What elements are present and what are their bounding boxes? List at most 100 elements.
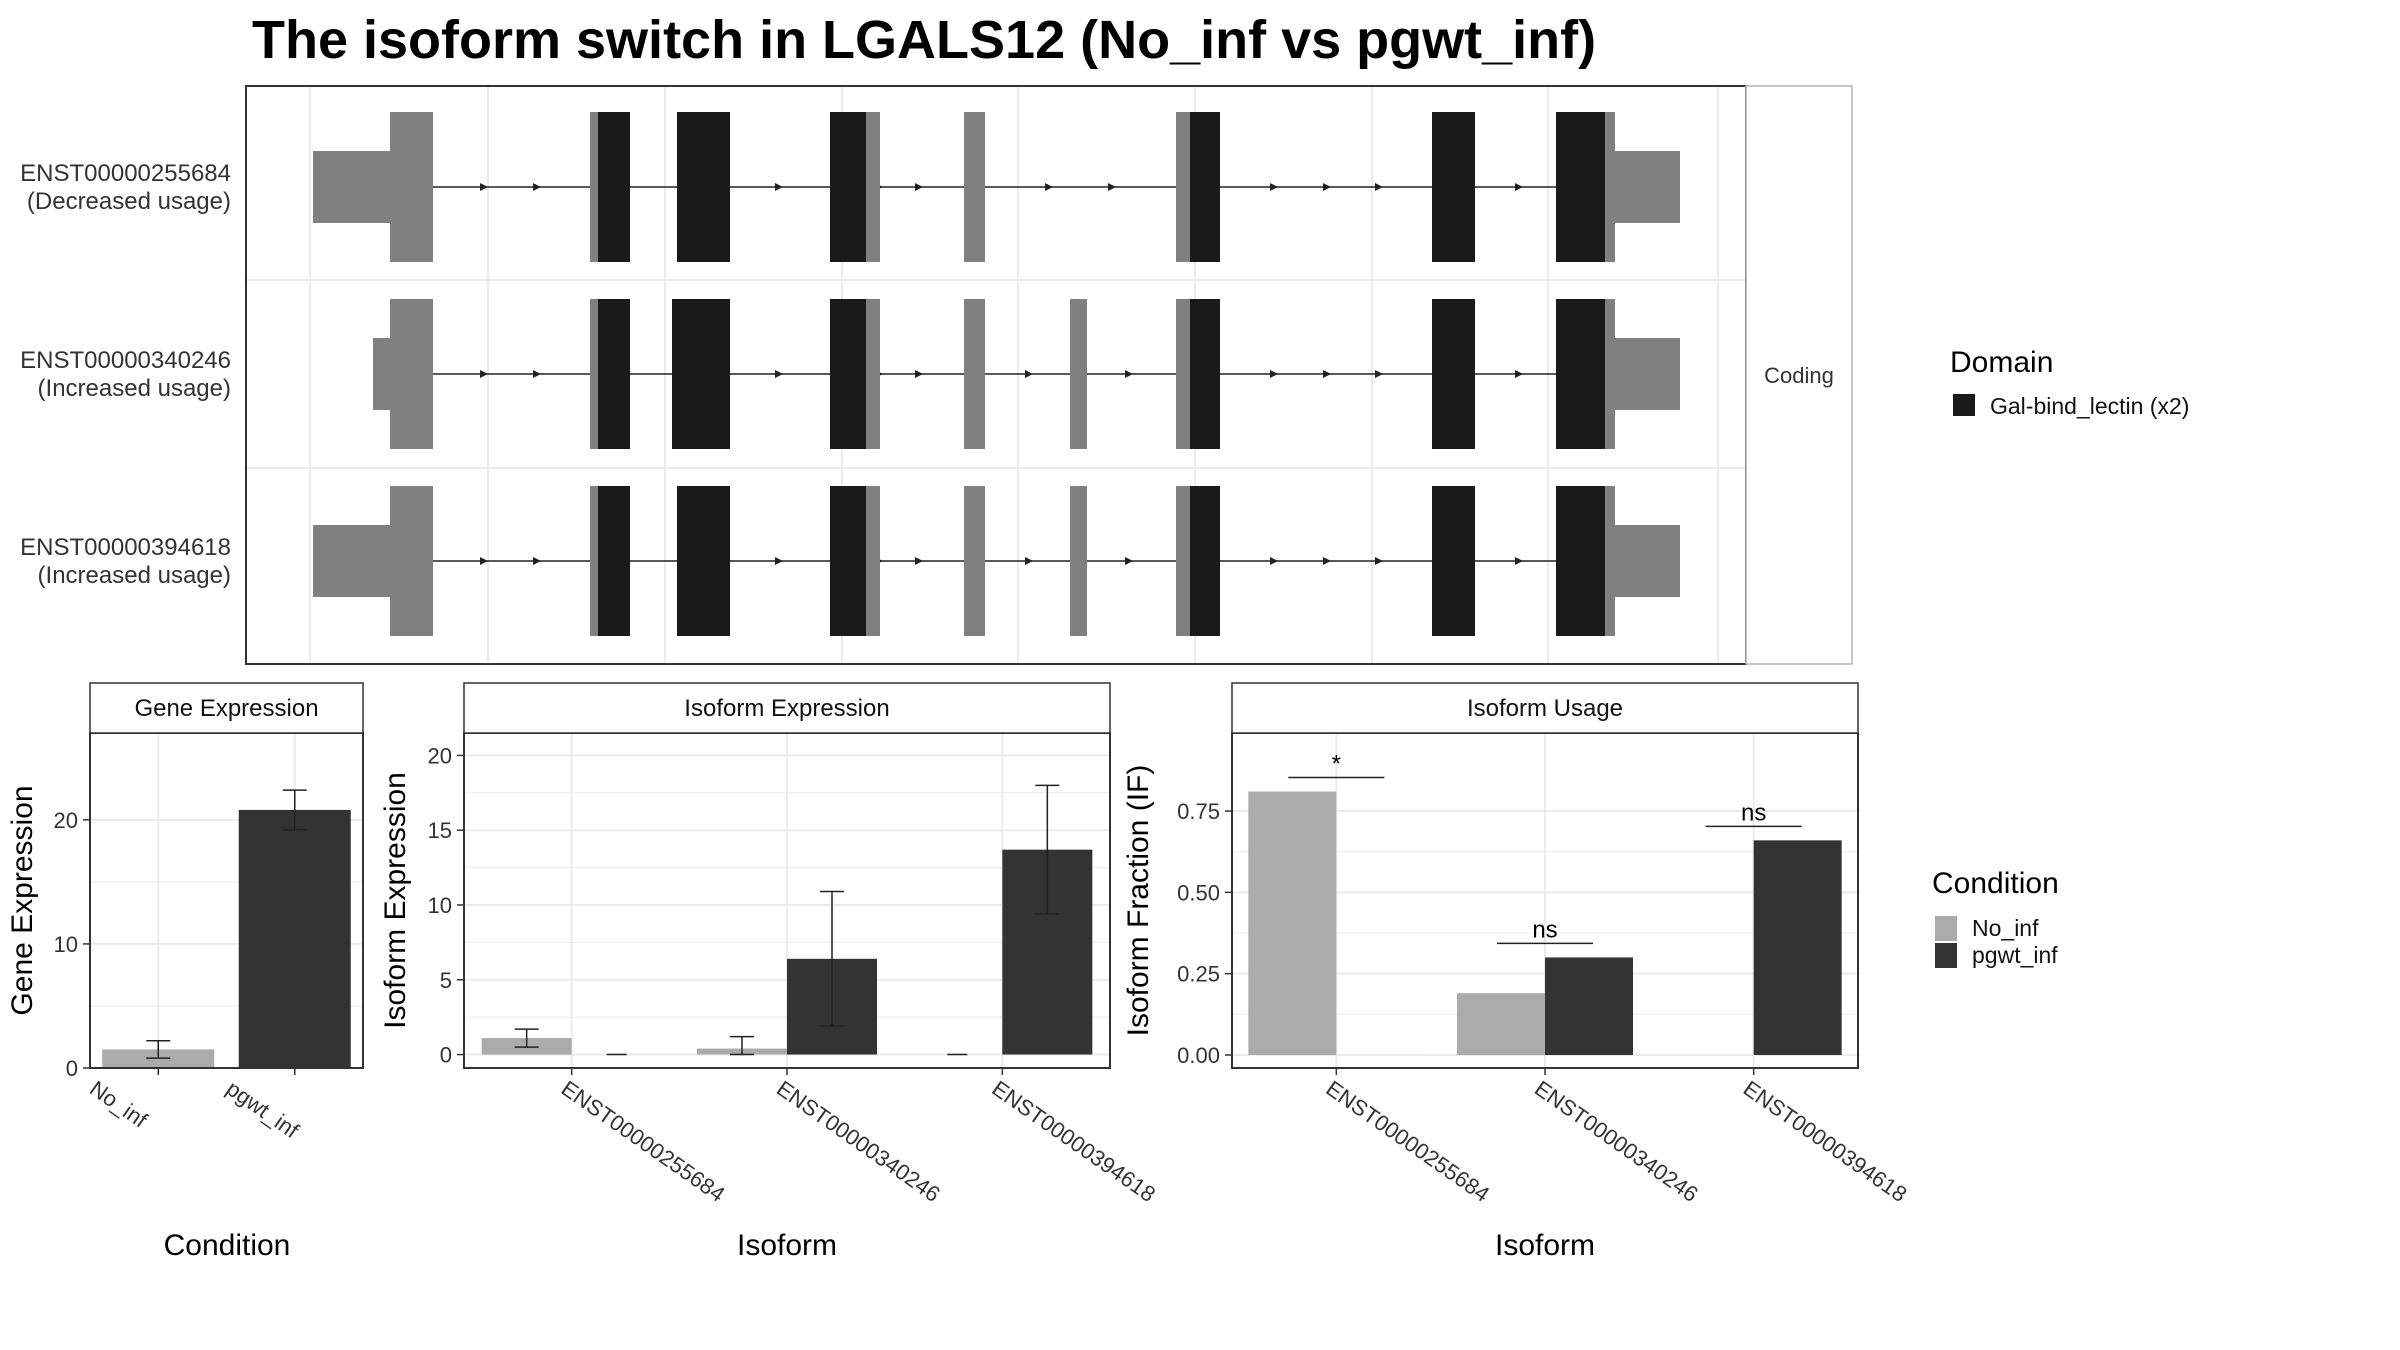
x-tick-label: ENST00000394618: [1739, 1076, 1912, 1207]
transcript-usage-note: (Increased usage): [38, 562, 231, 589]
significance-label: ns: [1741, 799, 1766, 826]
facet-strip: [1231, 682, 1859, 734]
domain-legend-swatch: [1953, 394, 1975, 416]
exon-block: [1070, 299, 1087, 449]
domain-exon-block: [1190, 299, 1220, 449]
exon-block: [390, 486, 433, 636]
intron-direction-arrow: [1515, 557, 1523, 565]
facet-strip-label: Isoform Expression: [684, 695, 889, 722]
intron-direction-arrow: [1125, 557, 1133, 565]
exon-block: [590, 299, 600, 449]
intron-direction-arrow: [775, 557, 783, 565]
intron-direction-arrow: [1270, 370, 1278, 378]
y-tick-label: 5: [440, 968, 452, 993]
transcript-usage-note: (Decreased usage): [27, 188, 231, 215]
y-tick-label: 0: [66, 1056, 78, 1081]
condition-legend-title: Condition: [1932, 867, 2059, 900]
x-tick-label: pgwt_inf: [222, 1076, 304, 1144]
transcript-usage-note: (Increased usage): [38, 375, 231, 402]
exon-block: [1176, 486, 1190, 636]
gene-expression-panel: Gene Expression 0 10 20 No_inf pgwt_inf Condit…: [6, 682, 364, 1262]
intron-direction-arrow: [915, 370, 923, 378]
bar: [1753, 840, 1842, 1055]
coding-strip-label: Coding: [1764, 363, 1834, 388]
exon-block: [1605, 151, 1680, 223]
transcript-structure-panel: ENST00000255684(Decreased usage) ENST0000…: [20, 85, 1853, 665]
intron-direction-arrow: [915, 183, 923, 191]
exon-block: [313, 151, 390, 223]
exon-block: [373, 338, 395, 410]
intron-direction-arrow: [1108, 183, 1116, 191]
y-tick-label: 10: [54, 932, 78, 957]
domain-exon-block: [1556, 112, 1605, 262]
x-tick-label: ENST00000255684: [1321, 1076, 1494, 1207]
x-axis-title: Condition: [164, 1229, 291, 1262]
bar: [238, 809, 351, 1068]
exon-block: [964, 112, 985, 262]
domain-exon-block: [1432, 112, 1475, 262]
x-axis-title: Isoform: [1495, 1229, 1595, 1262]
intron-direction-arrow: [1025, 557, 1033, 565]
facet-strip: [463, 682, 1111, 734]
x-tick-label: No_inf: [85, 1076, 152, 1133]
condition-legend-swatch: [1935, 943, 1957, 968]
intron-direction-arrow: [1323, 557, 1331, 565]
transcript-label: ENST00000255684: [20, 160, 231, 187]
exon-block: [1605, 525, 1680, 597]
domain-exon-block: [677, 112, 730, 262]
exon-block: [865, 299, 880, 449]
y-tick-label: 0.75: [1177, 799, 1220, 824]
y-tick-label: 0.25: [1177, 962, 1220, 987]
exon-block: [313, 525, 390, 597]
bar: [1545, 957, 1633, 1055]
coding-strip: [1745, 85, 1853, 665]
y-tick-label: 20: [54, 808, 78, 833]
x-tick-label: ENST00000340246: [1530, 1076, 1703, 1207]
intron-direction-arrow: [533, 370, 541, 378]
exon-block: [865, 112, 880, 262]
y-axis-title: Isoform Fraction (IF): [1122, 765, 1155, 1037]
intron-direction-arrow: [775, 183, 783, 191]
significance-label: ns: [1532, 916, 1557, 943]
domain-exon-block: [1190, 112, 1220, 262]
x-axis-title: Isoform: [737, 1229, 837, 1262]
domain-exon-block: [598, 486, 630, 636]
domain-exon-block: [1556, 486, 1605, 636]
condition-legend-swatch: [1935, 916, 1957, 941]
x-tick-label: ENST00000394618: [987, 1076, 1160, 1207]
intron-direction-arrow: [1515, 183, 1523, 191]
y-tick-label: 0.00: [1177, 1043, 1220, 1068]
intron-direction-arrow: [1375, 183, 1383, 191]
domain-legend-title: Domain: [1950, 346, 2053, 379]
y-tick-label: 10: [428, 893, 452, 918]
domain-exon-block: [830, 486, 866, 636]
domain-exon-block: [1556, 299, 1605, 449]
intron-direction-arrow: [1270, 183, 1278, 191]
y-tick-label: 15: [428, 818, 452, 843]
exon-block: [1176, 299, 1190, 449]
facet-strip: [89, 682, 364, 734]
intron-direction-arrow: [480, 370, 488, 378]
intron-direction-arrow: [1375, 557, 1383, 565]
isoform-usage-panel: * ns ns Isoform Usage 0.00 0.25 0.50 0.75 ENST00…: [1122, 682, 1912, 1262]
isoform-expression-panel: Isoform Expression 0 5 10 15 20 ENST0000025568…: [379, 682, 1160, 1262]
domain-exon-block: [672, 299, 730, 449]
exon-block: [390, 112, 433, 262]
domain-exon-block: [830, 112, 866, 262]
y-tick-label: 0.50: [1177, 880, 1220, 905]
exon-block: [590, 486, 600, 636]
transcript-label: ENST00000340246: [20, 347, 231, 374]
domain-exon-block: [1190, 486, 1220, 636]
domain-exon-block: [677, 486, 730, 636]
intron-direction-arrow: [1125, 370, 1133, 378]
intron-direction-arrow: [1323, 183, 1331, 191]
facet-strip-label: Isoform Usage: [1467, 695, 1623, 722]
exon-block: [590, 112, 600, 262]
intron-direction-arrow: [1025, 370, 1033, 378]
domain-exon-block: [598, 112, 630, 262]
intron-direction-arrow: [1375, 370, 1383, 378]
significance-label: *: [1332, 751, 1341, 778]
domain-exon-block: [830, 299, 866, 449]
domain-exon-block: [1432, 299, 1475, 449]
